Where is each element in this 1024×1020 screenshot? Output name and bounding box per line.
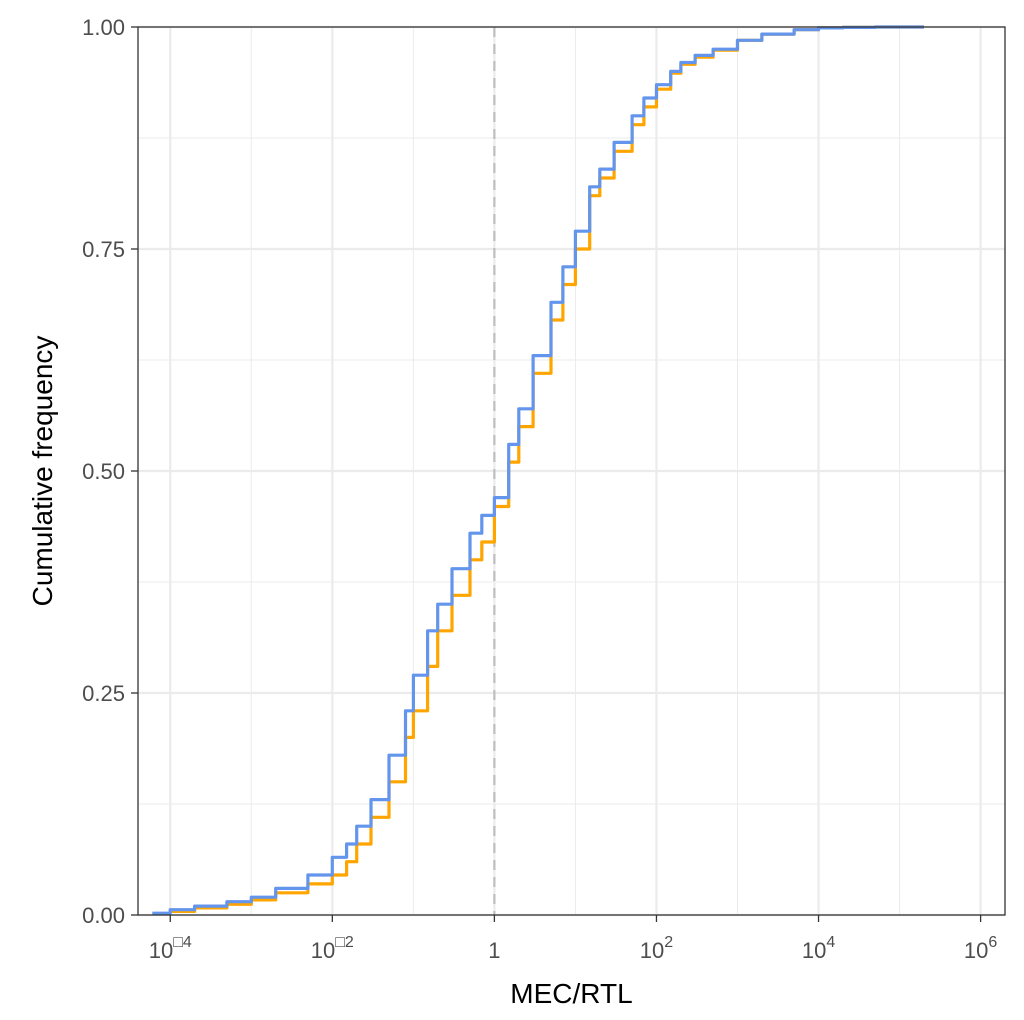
y-tick-label: 0.75 bbox=[82, 237, 125, 262]
x-axis-title: MEC/RTL bbox=[510, 978, 632, 1009]
x-tick-label: 104 bbox=[802, 934, 835, 963]
y-tick-label: 0.00 bbox=[82, 903, 125, 928]
x-axis: 10□4 10□2 1 102 104 106 bbox=[149, 915, 997, 963]
x-tick-label: 1 bbox=[488, 938, 500, 963]
x-tick-label: 106 bbox=[964, 934, 997, 963]
y-axis: 0.00 0.25 0.50 0.75 1.00 bbox=[82, 15, 138, 928]
major-gridlines bbox=[138, 25, 1005, 917]
y-axis-title: Cumulative frequency bbox=[27, 336, 58, 607]
y-tick-label: 0.25 bbox=[82, 681, 125, 706]
x-tick-label: 10□2 bbox=[311, 934, 354, 963]
series-blue-line bbox=[152, 25, 924, 915]
y-tick-label: 1.00 bbox=[82, 15, 125, 40]
x-tick-label: 102 bbox=[640, 934, 673, 963]
x-tick-label: 10□4 bbox=[149, 934, 192, 963]
y-tick-label: 0.50 bbox=[82, 459, 125, 484]
series-lines bbox=[152, 25, 924, 915]
